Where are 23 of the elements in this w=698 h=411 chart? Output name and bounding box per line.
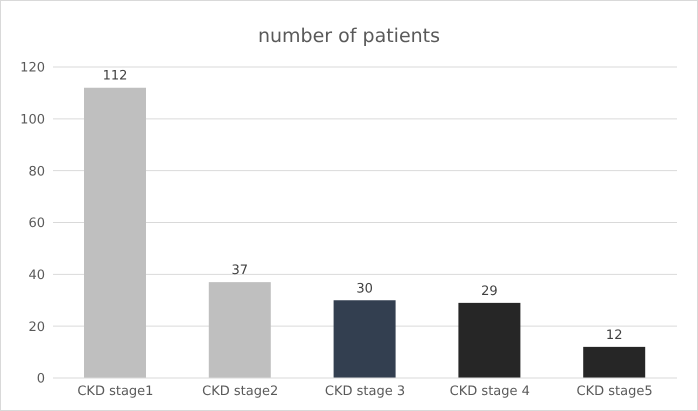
x-tick-label: CKD stage1 <box>77 384 154 400</box>
y-tick-label: 20 <box>28 320 45 335</box>
chart-title: number of patients <box>256 25 442 47</box>
y-tick-label: 80 <box>28 164 45 180</box>
bar <box>208 282 271 378</box>
y-tick-label: 100 <box>20 112 45 128</box>
y-tick-label: 120 <box>20 60 45 76</box>
y-tick-label: 40 <box>28 268 45 283</box>
bar <box>583 346 646 378</box>
x-tick-label: CKD stage5 <box>576 384 653 400</box>
data-label: 112 <box>102 68 128 84</box>
bar <box>458 302 520 378</box>
data-label: 37 <box>232 263 248 278</box>
data-label: 30 <box>356 281 373 296</box>
x-tick-label: CKD stage 3 <box>324 384 406 400</box>
y-tick-label: 60 <box>28 216 45 232</box>
bar <box>84 88 146 378</box>
data-label: 12 <box>606 328 622 343</box>
x-tick-label: CKD stage2 <box>202 384 278 400</box>
data-label: 29 <box>481 284 498 299</box>
y-tick-label: 0 <box>36 372 45 387</box>
x-tick-label: CKD stage 4 <box>450 384 530 400</box>
bar <box>334 300 396 378</box>
